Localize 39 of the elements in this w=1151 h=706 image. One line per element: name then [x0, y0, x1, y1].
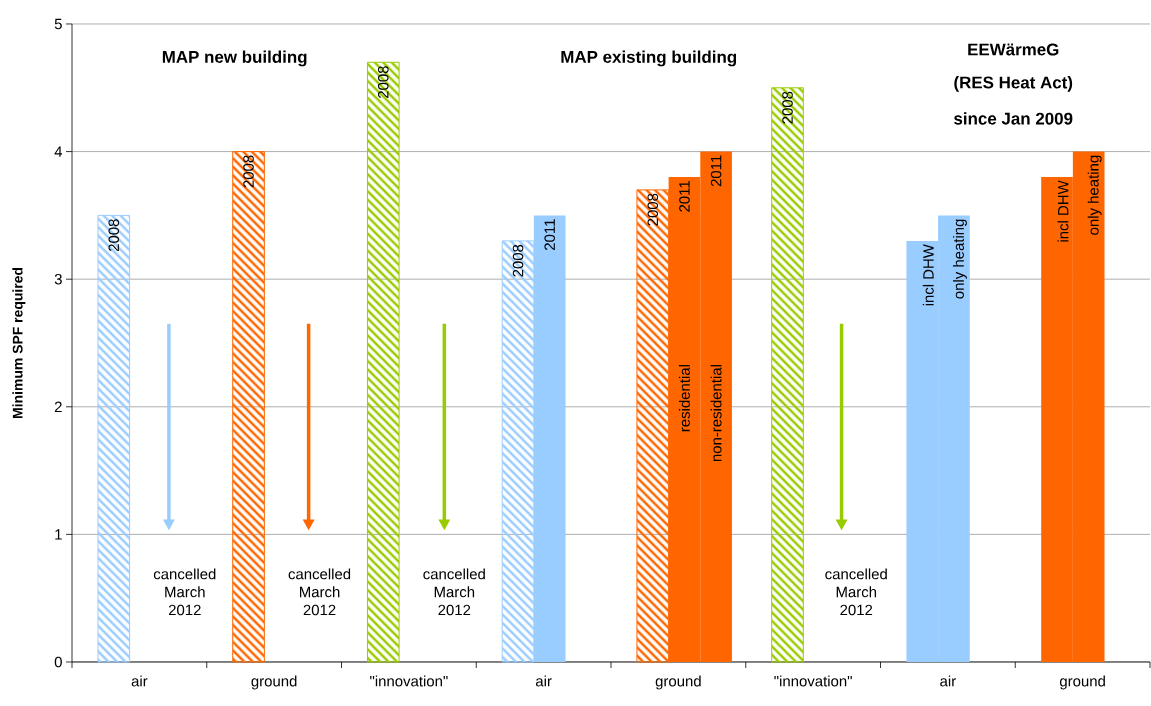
y-tick-label: 3	[54, 273, 62, 285]
annotation: 2008	[108, 219, 120, 252]
x-tick-label: ground	[251, 675, 297, 690]
annotation: 2008	[243, 155, 254, 188]
annotation: cancelled March 2012	[423, 568, 485, 616]
annotation: MAP existing building	[561, 50, 737, 67]
x-tick-label: ground	[1059, 675, 1105, 690]
y-axis-title: Minimum SPF required	[12, 267, 26, 418]
annotation: 2011	[710, 155, 722, 187]
y-tick-label: 1	[55, 529, 62, 540]
annotation: cancelled March 2012	[153, 568, 216, 616]
annotation: 2011	[679, 181, 690, 212]
y-tick-label: 0	[54, 656, 62, 668]
annotation: since Jan 2009	[954, 112, 1073, 125]
annotation: only heating	[952, 219, 967, 299]
annotation: MAP new building	[162, 50, 307, 67]
annotation: non-residential	[710, 365, 722, 462]
annotation: (RES Heat Act)	[954, 76, 1073, 92]
y-tick-label: 5	[54, 18, 62, 30]
x-tick-label: ground	[655, 675, 701, 690]
annotation: incl DHW	[1057, 180, 1069, 242]
annotation: 2008	[377, 66, 389, 98]
annotation: EEWärmeG	[968, 43, 1059, 56]
x-tick-label: air	[940, 675, 956, 687]
x-tick-label: air	[535, 675, 552, 687]
x-tick-label: air	[131, 675, 148, 687]
annotation: 2008	[512, 244, 524, 277]
annotation: 2008	[647, 193, 659, 226]
x-tick-label: "innovation"	[774, 675, 852, 687]
annotation: cancelled March 2012	[288, 568, 351, 616]
y-tick-label: 4	[54, 146, 63, 157]
annotation: only heating	[1087, 155, 1102, 235]
annotation: incl DHW	[922, 244, 934, 306]
annotation: 2011	[544, 219, 555, 250]
annotation: cancelled March 2012	[825, 568, 887, 616]
annotation: 2008	[782, 91, 793, 124]
x-tick-label: "innovation"	[370, 675, 448, 687]
y-tick-label: 2	[54, 401, 62, 412]
annotation: residential	[678, 365, 690, 432]
